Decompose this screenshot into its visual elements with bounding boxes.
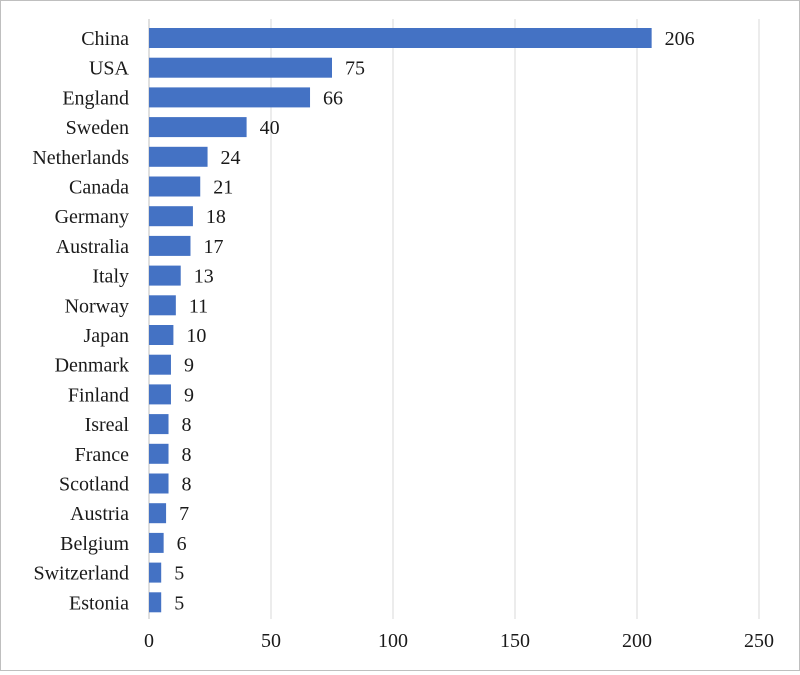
x-tick-label: 200 (622, 630, 652, 652)
category-label: Estonia (69, 592, 129, 614)
bar (149, 206, 193, 227)
bar (149, 57, 332, 78)
data-label: 9 (184, 355, 194, 377)
bar (149, 28, 652, 48)
category-label: Germany (55, 206, 129, 228)
x-tick-label: 150 (500, 630, 530, 652)
bar (149, 117, 247, 138)
data-label: 5 (174, 592, 184, 614)
bar (149, 235, 191, 256)
gridlines (148, 19, 760, 619)
data-label: 17 (203, 236, 223, 258)
bar (149, 265, 181, 286)
data-label: 9 (184, 384, 194, 406)
category-label: Scotland (59, 474, 129, 496)
category-label: Norway (65, 295, 129, 317)
category-label: China (81, 28, 129, 50)
category-label: Canada (69, 177, 129, 199)
category-label: Italy (92, 266, 129, 288)
category-label: Denmark (55, 355, 129, 377)
bar (149, 443, 169, 464)
data-label: 7 (179, 503, 189, 525)
data-label: 75 (345, 58, 365, 80)
category-label: Sweden (66, 117, 129, 139)
category-label: Switzerland (33, 563, 129, 585)
data-label: 40 (260, 117, 280, 139)
x-tick-label: 0 (144, 630, 154, 652)
category-label: France (75, 444, 130, 466)
category-label: Japan (83, 325, 129, 347)
bar (149, 414, 169, 435)
data-label: 21 (213, 177, 233, 199)
category-label: USA (89, 58, 130, 80)
x-tick-label: 100 (378, 630, 408, 652)
data-label: 18 (206, 206, 226, 228)
data-label: 13 (194, 266, 214, 288)
bar (149, 354, 171, 375)
bar (149, 325, 174, 345)
bar (149, 146, 208, 167)
x-axis-tick-labels: 0 50 100 150 200 250 (144, 630, 774, 652)
bar (149, 532, 164, 553)
category-label: Austria (70, 503, 129, 525)
category-label: Finland (68, 384, 129, 406)
data-label: 66 (323, 87, 343, 109)
category-label: Netherlands (32, 147, 129, 169)
bar (149, 592, 162, 613)
bar (149, 295, 176, 316)
data-label: 8 (182, 414, 192, 436)
category-label: Belgium (60, 533, 129, 555)
category-label: Isreal (85, 414, 130, 436)
data-label: 8 (182, 444, 192, 466)
bar (149, 176, 201, 197)
data-label: 11 (189, 295, 208, 317)
data-label: 8 (182, 474, 192, 496)
bar (149, 503, 167, 524)
data-label: 5 (174, 563, 184, 585)
bar (149, 562, 162, 583)
x-tick-label: 50 (261, 630, 281, 652)
bar (149, 384, 171, 405)
data-label: 6 (177, 533, 187, 555)
category-labels: China USA England Sweden Netherlands Canada Ge… (32, 28, 129, 614)
data-label: 10 (186, 325, 206, 347)
category-label: England (62, 87, 129, 109)
bars (149, 28, 652, 613)
category-label: Australia (56, 236, 129, 258)
bar (149, 473, 169, 494)
bar (149, 87, 311, 108)
x-tick-label: 250 (744, 630, 774, 652)
data-label: 24 (221, 147, 241, 169)
data-label: 206 (665, 28, 695, 50)
